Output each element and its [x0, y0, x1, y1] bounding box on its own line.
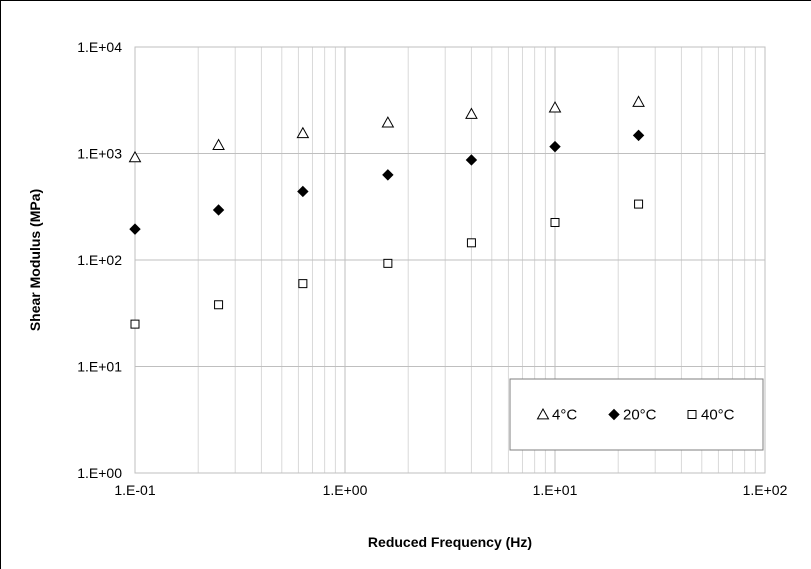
x-tick-label: 1.E-01 [114, 482, 155, 498]
x-tick-label: 1.E+00 [323, 482, 368, 498]
data-point-series-1 [381, 116, 395, 128]
x-tick-label: 1.E+02 [743, 482, 788, 498]
data-point-series-3 [383, 258, 393, 268]
data-point-series-3 [550, 217, 560, 227]
y-tick-label: 1.E+04 [77, 39, 122, 55]
data-point-series-2 [549, 140, 561, 153]
data-points [128, 95, 645, 329]
legend-items: 4°C 20°C 40°C [536, 407, 735, 424]
legend-label-series-2: 20°C [623, 407, 657, 424]
data-point-series-3 [634, 199, 644, 209]
data-point-series-1 [465, 107, 478, 119]
data-point-series-1 [128, 150, 142, 163]
y-axis-title: Shear Modulus (MPa) [27, 189, 43, 331]
data-point-series-2 [382, 169, 394, 181]
legend-marker-series-1 [536, 407, 550, 420]
y-tick-labels: 1.E+00 1.E+01 1.E+02 1.E+03 1.E+04 [77, 39, 122, 481]
data-point-series-2 [297, 185, 309, 198]
legend-label-series-3: 40°C [701, 407, 735, 424]
data-point-series-3 [298, 279, 308, 289]
y-tick-label: 1.E+01 [77, 359, 122, 375]
y-tick-label: 1.E+03 [77, 146, 122, 162]
data-point-series-2 [212, 204, 225, 216]
data-point-series-1 [212, 138, 225, 150]
data-point-series-3 [466, 238, 476, 248]
legend-marker-series-3 [687, 410, 697, 419]
data-point-series-3 [214, 300, 224, 310]
data-point-series-1 [632, 95, 645, 107]
data-point-series-1 [548, 101, 562, 113]
x-axis-title: Reduced Frequency (Hz) [368, 534, 532, 550]
plot-area-border [134, 46, 766, 474]
data-point-series-2 [632, 129, 645, 142]
data-point-series-2 [465, 154, 478, 166]
y-tick-label: 1.E+02 [77, 252, 122, 268]
legend: 4°C 20°C 40°C [509, 378, 764, 451]
data-point-series-3 [130, 319, 140, 329]
legend-box [509, 378, 764, 451]
data-point-series-1 [296, 126, 310, 139]
data-point-series-2 [129, 223, 141, 235]
x-tick-label: 1.E+01 [533, 482, 578, 498]
legend-label-series-1: 4°C [552, 407, 577, 424]
y-tick-label: 1.E+00 [77, 465, 122, 481]
x-tick-labels: 1.E-01 1.E+00 1.E+01 1.E+02 [114, 482, 787, 498]
legend-marker-series-2 [608, 408, 620, 421]
